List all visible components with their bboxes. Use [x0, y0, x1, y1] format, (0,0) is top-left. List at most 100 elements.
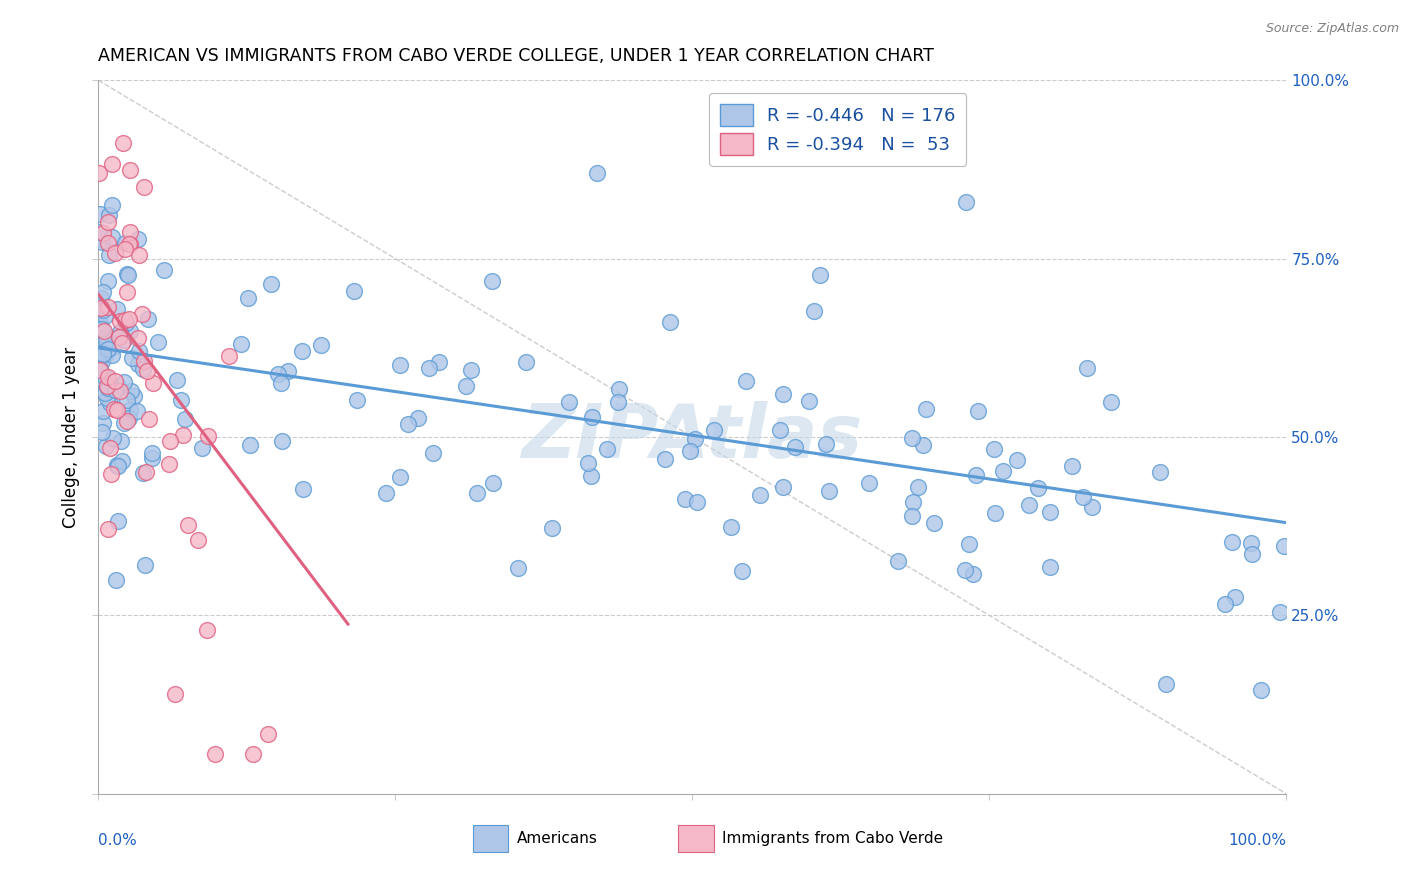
Point — [218, 349, 240, 363]
Point — [89, 361, 111, 376]
Point — [114, 313, 136, 327]
Point — [195, 623, 218, 637]
Point — [291, 482, 314, 496]
Point — [96, 440, 118, 454]
Point — [703, 424, 725, 438]
Point — [481, 475, 503, 490]
Point — [157, 458, 180, 472]
Point — [1018, 499, 1040, 513]
Point — [134, 180, 156, 194]
Point — [89, 207, 111, 221]
Point — [673, 491, 696, 506]
Point — [112, 333, 135, 347]
Point — [454, 379, 477, 393]
Point — [607, 394, 630, 409]
Point — [97, 236, 120, 251]
Point — [90, 354, 112, 368]
Point — [105, 458, 128, 473]
Point — [515, 355, 537, 369]
Point — [803, 304, 825, 318]
Point — [965, 468, 987, 483]
Point — [108, 314, 131, 328]
Point — [170, 392, 193, 407]
Point — [118, 225, 141, 239]
Point — [97, 522, 120, 536]
Point — [104, 383, 127, 397]
Point — [1026, 481, 1049, 495]
Point — [131, 466, 153, 480]
Point — [89, 298, 111, 312]
Point — [955, 194, 977, 209]
Point — [89, 166, 111, 180]
Point — [89, 363, 111, 377]
Point — [125, 404, 148, 418]
Point — [94, 344, 117, 359]
Point — [94, 309, 117, 323]
Point — [984, 506, 1007, 520]
Point — [111, 336, 134, 351]
Point — [914, 401, 936, 416]
Point — [1149, 465, 1171, 479]
Point — [91, 321, 114, 335]
Point — [96, 391, 118, 405]
Point — [557, 394, 579, 409]
Point — [94, 347, 117, 361]
Point — [277, 364, 299, 378]
Point — [1099, 395, 1122, 409]
Point — [1154, 676, 1177, 690]
Point — [197, 429, 219, 443]
Point — [91, 425, 114, 439]
Point — [101, 229, 124, 244]
Point — [177, 518, 200, 533]
Text: Americans: Americans — [516, 831, 598, 847]
Point — [1071, 491, 1094, 505]
Point — [100, 467, 122, 482]
Point — [153, 263, 176, 277]
Point — [991, 464, 1014, 478]
Point — [785, 440, 807, 454]
Point — [114, 235, 136, 250]
Point — [108, 384, 131, 398]
Text: Immigrants from Cabo Verde: Immigrants from Cabo Verde — [723, 831, 943, 847]
Point — [89, 316, 111, 330]
Point — [957, 537, 980, 551]
Point — [1039, 505, 1062, 519]
Point — [159, 434, 181, 448]
Point — [683, 432, 706, 446]
Point — [595, 442, 617, 457]
Point — [1081, 500, 1104, 515]
Point — [924, 516, 946, 530]
Point — [678, 444, 700, 458]
Point — [581, 410, 603, 425]
Point — [900, 509, 922, 524]
Point — [104, 573, 127, 587]
Point — [900, 431, 922, 445]
Point — [90, 232, 112, 246]
Point — [134, 558, 156, 572]
Point — [257, 727, 280, 741]
Point — [115, 392, 138, 407]
Point — [107, 514, 129, 528]
Point — [97, 380, 120, 394]
Point — [1220, 535, 1243, 549]
Point — [238, 438, 260, 452]
Point — [396, 417, 419, 431]
Point — [91, 347, 114, 361]
Point — [101, 340, 124, 354]
Point — [1274, 539, 1296, 553]
Point — [1039, 560, 1062, 574]
Point — [136, 312, 159, 326]
Point — [270, 376, 292, 390]
Point — [112, 136, 135, 150]
Point — [506, 561, 529, 575]
Point — [887, 554, 910, 568]
Point — [983, 442, 1005, 456]
Point — [138, 412, 160, 426]
Point — [107, 378, 129, 392]
Point — [720, 520, 742, 534]
Point — [731, 564, 754, 578]
Point — [91, 285, 114, 299]
Point — [101, 156, 124, 170]
Point — [266, 368, 288, 382]
Point — [94, 333, 117, 347]
